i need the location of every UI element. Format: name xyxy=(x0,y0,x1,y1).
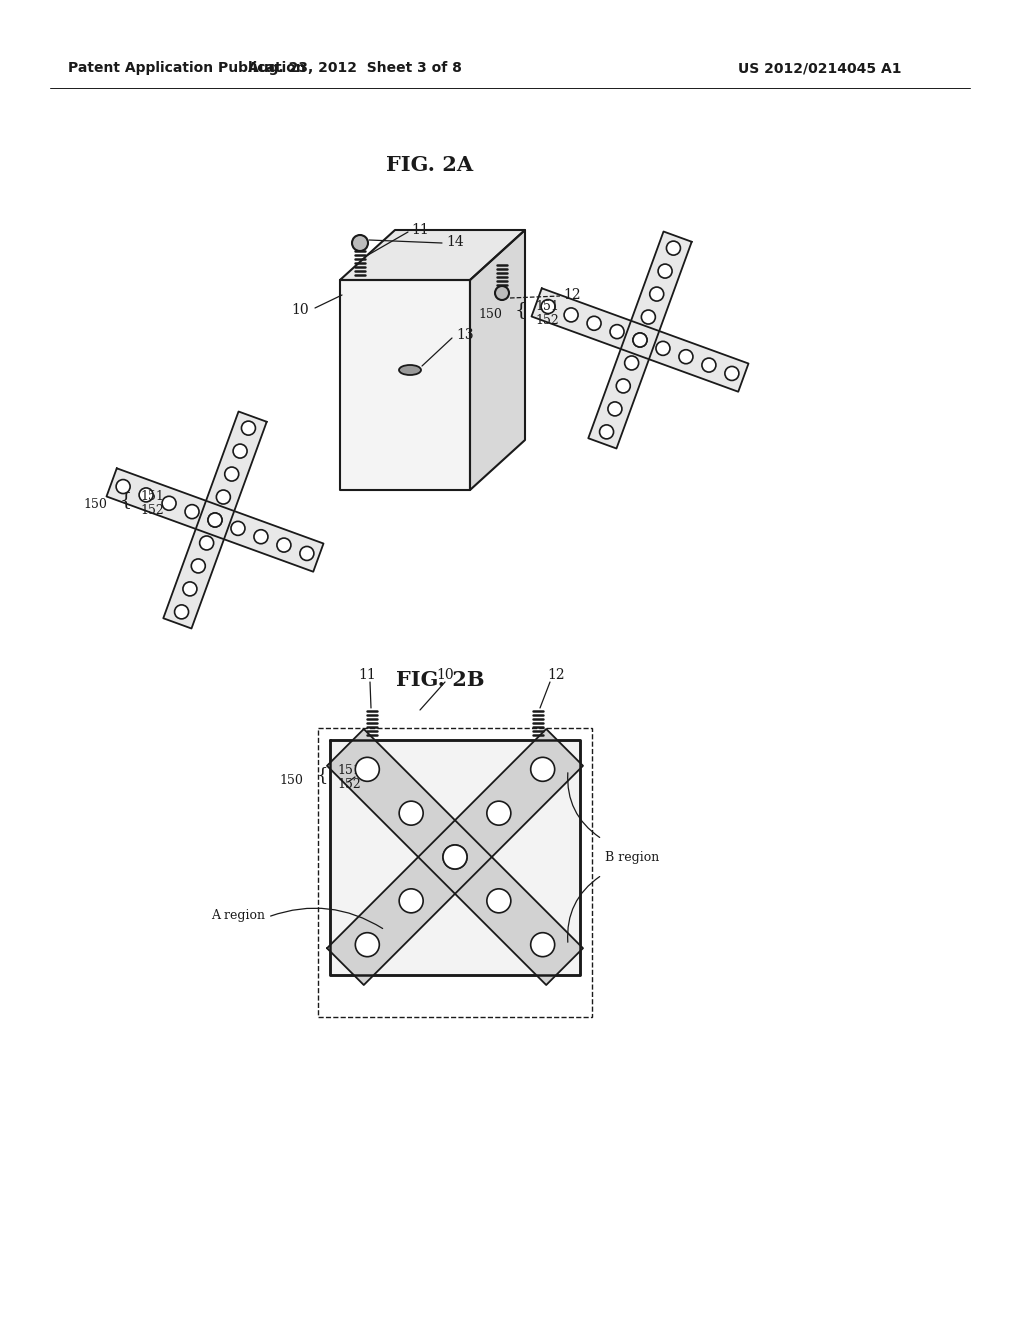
Circle shape xyxy=(399,888,423,913)
Circle shape xyxy=(633,333,647,347)
Text: Patent Application Publication: Patent Application Publication xyxy=(68,61,306,75)
Circle shape xyxy=(443,845,467,869)
Polygon shape xyxy=(470,230,525,490)
Text: 152: 152 xyxy=(337,777,360,791)
Circle shape xyxy=(276,539,291,552)
Text: B region: B region xyxy=(605,850,659,863)
Text: 12: 12 xyxy=(547,668,565,682)
Text: 11: 11 xyxy=(358,668,376,682)
Circle shape xyxy=(300,546,314,561)
Circle shape xyxy=(231,521,245,536)
Text: 150: 150 xyxy=(83,499,106,511)
Text: 10: 10 xyxy=(291,304,309,317)
Circle shape xyxy=(208,513,222,527)
Polygon shape xyxy=(327,729,583,985)
Circle shape xyxy=(610,325,624,339)
Circle shape xyxy=(608,401,622,416)
Circle shape xyxy=(486,888,511,913)
Circle shape xyxy=(587,317,601,330)
Circle shape xyxy=(649,286,664,301)
Circle shape xyxy=(679,350,693,364)
Circle shape xyxy=(541,300,555,314)
Text: 14: 14 xyxy=(446,235,464,249)
Circle shape xyxy=(486,801,511,825)
Circle shape xyxy=(641,310,655,323)
Polygon shape xyxy=(531,288,749,392)
Polygon shape xyxy=(588,231,692,449)
Circle shape xyxy=(667,242,680,255)
Text: 152: 152 xyxy=(140,503,164,516)
Circle shape xyxy=(633,333,647,347)
Circle shape xyxy=(191,558,205,573)
Text: 152: 152 xyxy=(535,314,559,326)
Circle shape xyxy=(254,529,268,544)
Circle shape xyxy=(242,421,255,436)
Polygon shape xyxy=(163,412,266,628)
Text: 10: 10 xyxy=(436,668,454,682)
Circle shape xyxy=(530,758,555,781)
Circle shape xyxy=(399,801,423,825)
Circle shape xyxy=(183,582,197,595)
Text: {: { xyxy=(120,491,132,510)
Text: 151: 151 xyxy=(535,300,559,313)
Circle shape xyxy=(233,444,247,458)
Circle shape xyxy=(139,488,154,502)
Polygon shape xyxy=(106,469,324,572)
Polygon shape xyxy=(340,280,470,490)
Text: 12: 12 xyxy=(563,288,581,302)
Circle shape xyxy=(355,758,379,781)
Text: 11: 11 xyxy=(411,223,429,238)
Polygon shape xyxy=(330,741,580,975)
Circle shape xyxy=(185,504,199,519)
Text: A region: A region xyxy=(211,908,265,921)
Circle shape xyxy=(658,264,672,279)
Circle shape xyxy=(495,286,509,300)
Circle shape xyxy=(656,342,670,355)
Circle shape xyxy=(616,379,631,393)
Circle shape xyxy=(443,845,467,869)
Circle shape xyxy=(216,490,230,504)
Text: FIG. 2B: FIG. 2B xyxy=(395,671,484,690)
Circle shape xyxy=(174,605,188,619)
Text: {: { xyxy=(317,766,329,784)
Circle shape xyxy=(355,933,379,957)
Circle shape xyxy=(701,358,716,372)
Text: 150: 150 xyxy=(280,774,303,787)
Circle shape xyxy=(600,425,613,438)
Circle shape xyxy=(116,479,130,494)
Text: {: { xyxy=(515,301,527,319)
Circle shape xyxy=(725,367,739,380)
Bar xyxy=(318,729,592,1016)
Circle shape xyxy=(208,513,222,527)
Circle shape xyxy=(352,235,368,251)
Circle shape xyxy=(530,933,555,957)
Text: 151: 151 xyxy=(337,763,360,776)
Text: US 2012/0214045 A1: US 2012/0214045 A1 xyxy=(738,61,902,75)
Circle shape xyxy=(162,496,176,511)
Text: 13: 13 xyxy=(456,327,474,342)
Text: 151: 151 xyxy=(140,490,164,503)
Text: 150: 150 xyxy=(478,309,502,322)
Text: Aug. 23, 2012  Sheet 3 of 8: Aug. 23, 2012 Sheet 3 of 8 xyxy=(248,61,462,75)
Polygon shape xyxy=(340,230,525,280)
Circle shape xyxy=(200,536,214,550)
Circle shape xyxy=(224,467,239,480)
Ellipse shape xyxy=(399,366,421,375)
Polygon shape xyxy=(327,729,583,985)
Circle shape xyxy=(625,356,639,370)
Text: FIG. 2A: FIG. 2A xyxy=(386,154,473,176)
Circle shape xyxy=(564,308,579,322)
